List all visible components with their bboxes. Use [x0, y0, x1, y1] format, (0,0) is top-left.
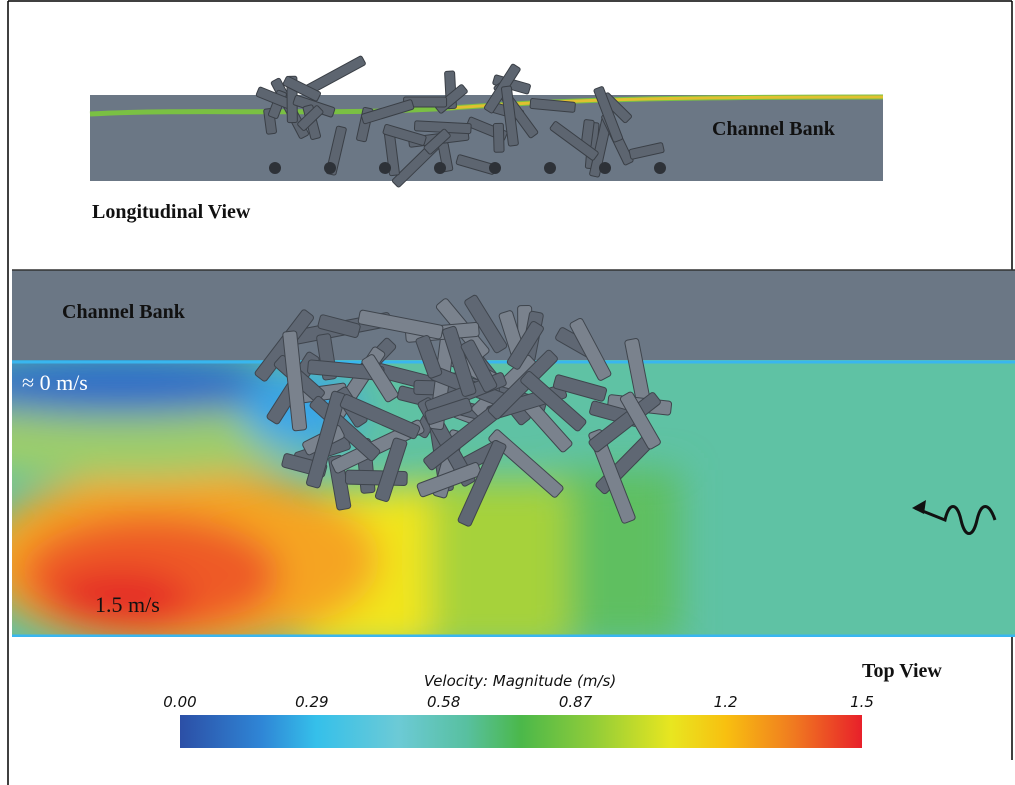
high-velocity-label: 1.5 m/s — [95, 592, 160, 617]
structure-member — [423, 128, 451, 155]
structure-member — [464, 294, 508, 354]
colorbar-tick-label: 0.87 — [559, 693, 593, 711]
flow-arrowhead — [912, 500, 926, 514]
field-peak — [50, 570, 190, 630]
structure-member — [416, 462, 482, 498]
structure-member — [552, 374, 608, 402]
structure-member — [339, 394, 421, 440]
field-slow — [12, 360, 300, 415]
bank-label: Channel Bank — [62, 301, 186, 323]
structure-member — [424, 397, 473, 425]
structure-member — [282, 330, 308, 432]
top-structure — [254, 294, 673, 527]
structure-member — [500, 85, 519, 147]
structure-member — [306, 390, 346, 489]
structure-member — [593, 86, 623, 143]
view-caption: Top View — [862, 660, 942, 682]
colorbar-tick-label: 1.5 — [850, 693, 874, 711]
structure-member — [282, 75, 322, 102]
structure-foot — [654, 162, 666, 174]
structure-member — [569, 317, 612, 381]
longitudinal-structure — [255, 55, 666, 188]
colorbar-tick-label: 1.2 — [714, 693, 738, 711]
structure-member — [549, 121, 599, 161]
structure-foot — [489, 162, 501, 174]
low-velocity-label: ≈ 0 m/s — [22, 370, 88, 395]
structure-foot — [544, 162, 556, 174]
structure-foot — [379, 162, 391, 174]
bank-label: Channel Bank — [712, 118, 836, 140]
structure-foot — [324, 162, 336, 174]
colorbar — [180, 715, 862, 748]
structure-member — [460, 339, 498, 393]
structure-member — [506, 320, 544, 370]
structure-member — [360, 99, 415, 125]
structure-member — [492, 122, 505, 153]
view-caption: Longitudinal View — [92, 201, 251, 223]
colorbar-ticks: 0.00 0.29 0.58 0.87 1.2 1.5 — [163, 693, 874, 711]
structure-member — [488, 429, 564, 498]
colorbar-tick-label: 0.29 — [295, 693, 328, 711]
structure-member — [442, 325, 477, 397]
flow-arrow — [914, 505, 997, 535]
structure-member — [297, 105, 324, 131]
structure-foot — [269, 162, 281, 174]
structure-foot — [434, 162, 446, 174]
colorbar-tick-label: 0.00 — [163, 693, 196, 711]
structure-member — [457, 439, 507, 527]
structure-member — [374, 437, 408, 502]
structure-member — [357, 309, 444, 340]
colorbar-title: Velocity: Magnitude (m/s) — [424, 672, 616, 690]
structure-member — [529, 98, 576, 113]
structure-member — [588, 392, 661, 453]
structure-member — [415, 335, 443, 379]
structure-member — [588, 429, 636, 524]
structure-member — [317, 314, 361, 339]
structure-member — [619, 391, 661, 450]
structure-foot — [599, 162, 611, 174]
colorbar-tick-label: 0.58 — [427, 693, 460, 711]
structure-member — [628, 142, 665, 160]
structure-member — [520, 371, 587, 432]
structure-member — [382, 123, 427, 146]
structure-member — [361, 354, 399, 403]
structure-member — [487, 349, 558, 420]
